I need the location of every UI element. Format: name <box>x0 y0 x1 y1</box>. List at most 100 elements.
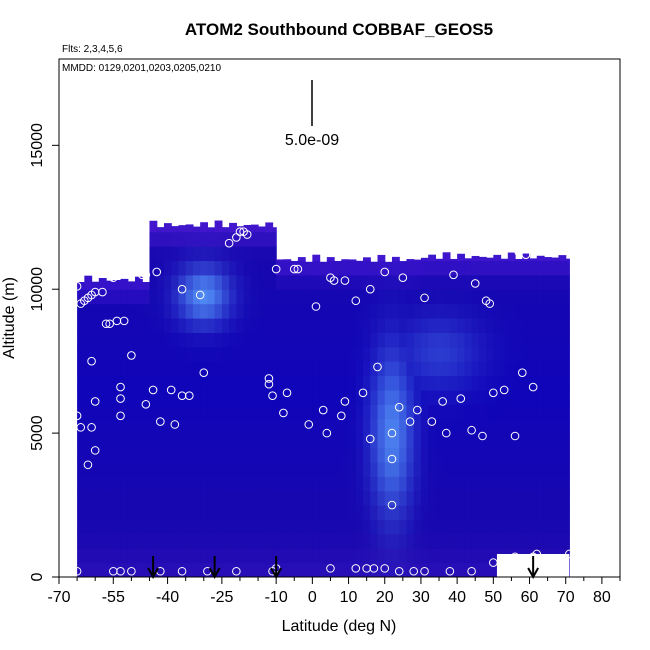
heatmap-cell <box>558 519 567 535</box>
x-tick-label: 50 <box>484 589 502 606</box>
heatmap-cell <box>84 389 93 405</box>
heatmap-cell <box>442 404 451 420</box>
heatmap-cell <box>283 332 292 348</box>
sample-point <box>449 270 458 280</box>
heatmap-cell <box>319 404 328 420</box>
heatmap-cell <box>334 361 342 377</box>
heatmap-cell <box>106 346 114 362</box>
heatmap-cell <box>214 533 223 549</box>
heatmap-cell <box>507 447 516 463</box>
heatmap-cell <box>84 505 93 521</box>
heatmap-cell <box>384 361 393 377</box>
heatmap-cell <box>272 246 277 262</box>
heatmap-cell <box>142 490 151 506</box>
heatmap-cell <box>200 375 208 391</box>
heatmap-cell <box>200 433 208 449</box>
heatmap-cell <box>272 533 277 549</box>
heatmap-cell <box>163 548 172 564</box>
heatmap-cell <box>551 289 560 305</box>
heatmap-cell <box>500 476 509 492</box>
heatmap-cell <box>127 375 136 391</box>
heatmap-cell <box>156 418 165 434</box>
heatmap-cell <box>384 433 393 449</box>
heatmap-cell <box>543 433 552 449</box>
heatmap-cell <box>377 346 386 362</box>
heatmap-cell <box>91 404 100 420</box>
heatmap-cell <box>156 505 165 521</box>
heatmap-cell <box>221 246 230 262</box>
heatmap-cell <box>243 224 252 233</box>
heatmap-cell <box>428 404 437 420</box>
heatmap-cell <box>464 303 473 319</box>
heatmap-cell <box>464 533 473 549</box>
heatmap-cell <box>326 519 335 535</box>
heatmap-cell <box>192 490 201 506</box>
sample-point <box>177 284 187 294</box>
heatmap-cell <box>341 461 350 477</box>
heatmap-cell <box>420 505 429 521</box>
heatmap-cell <box>428 318 437 333</box>
heatmap-cell <box>543 490 552 506</box>
sample-point <box>279 408 288 418</box>
sample-point <box>293 264 303 274</box>
heatmap-cell <box>435 274 444 290</box>
heatmap-cell <box>478 533 487 549</box>
heatmap-cell <box>250 404 259 420</box>
heatmap-cell <box>406 476 415 492</box>
heatmap-cell <box>363 418 371 434</box>
heatmap-cell <box>428 389 437 405</box>
y-tick-label: 5000 <box>29 415 46 451</box>
heatmap-cell <box>250 505 259 521</box>
heatmap-cell <box>163 318 172 333</box>
heatmap-cell <box>442 274 451 290</box>
heatmap-cell <box>283 533 292 549</box>
heatmap-cell <box>135 562 143 577</box>
heatmap-cell <box>543 389 552 405</box>
heatmap-cell <box>319 433 328 449</box>
heatmap-cell <box>243 404 252 420</box>
heatmap-cell <box>377 375 386 391</box>
heatmap-cell <box>120 404 129 420</box>
heatmap-cell <box>500 260 509 276</box>
heatmap-cell <box>565 258 570 262</box>
heatmap-cell <box>236 447 245 463</box>
heatmap-cell <box>243 519 252 535</box>
heatmap-cell <box>442 260 451 276</box>
heatmap-cell <box>178 476 187 492</box>
heatmap-cell <box>98 278 107 290</box>
heatmap-cell <box>500 447 509 463</box>
heatmap-cell <box>120 289 129 305</box>
heatmap-cell <box>478 361 487 377</box>
heatmap-cell <box>163 303 172 319</box>
heatmap-cell <box>500 505 509 521</box>
heatmap-cell <box>435 418 444 434</box>
heatmap-cell <box>272 461 277 477</box>
heatmap-cell <box>529 418 538 434</box>
heatmap-cell <box>522 461 531 477</box>
heatmap-cell <box>127 505 136 521</box>
heatmap-cell <box>384 490 393 506</box>
heatmap-cell <box>334 461 342 477</box>
heatmap-cell <box>98 490 107 506</box>
heatmap-cell <box>457 533 465 549</box>
heatmap-cell <box>77 303 85 319</box>
heatmap-cell <box>276 361 284 377</box>
heatmap-cell <box>464 346 473 362</box>
heatmap-cell <box>171 433 180 449</box>
heatmap-cell <box>391 404 400 420</box>
heatmap-cell <box>207 447 216 463</box>
heatmap-cell <box>305 318 313 333</box>
heatmap-cell <box>106 418 114 434</box>
heatmap-cell <box>348 447 357 463</box>
heatmap-cell <box>229 318 237 333</box>
heatmap-cell <box>200 246 208 262</box>
heatmap-cell <box>413 519 422 535</box>
heatmap-cell <box>457 389 465 405</box>
heatmap-cell <box>312 447 321 463</box>
heatmap-cell <box>391 389 400 405</box>
sample-point <box>224 238 234 248</box>
heatmap-cell <box>283 519 292 535</box>
heatmap-cell <box>163 505 172 521</box>
heatmap-cell <box>120 361 129 377</box>
heatmap-cell <box>221 231 230 247</box>
